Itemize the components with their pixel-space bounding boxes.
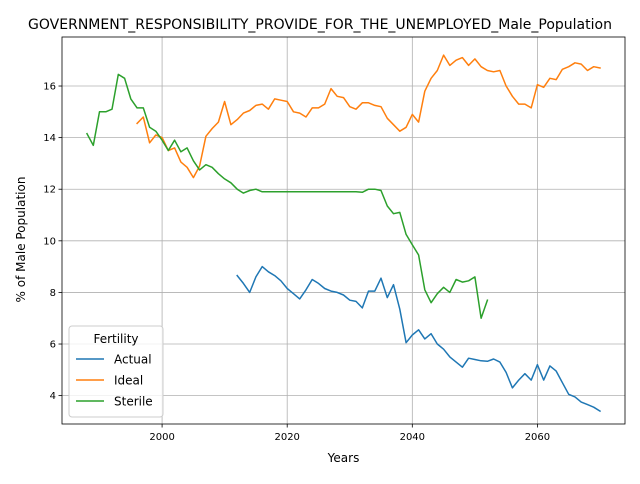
y-tick-label: 12 xyxy=(43,185,56,196)
x-tick-label: 2000 xyxy=(149,432,174,443)
x-tick-label: 2020 xyxy=(274,432,299,443)
legend-label-actual: Actual xyxy=(114,353,152,367)
y-tick-label: 10 xyxy=(43,236,56,247)
y-tick-label: 8 xyxy=(50,288,56,299)
x-tick-label: 2040 xyxy=(400,432,425,443)
legend-label-ideal: Ideal xyxy=(114,374,143,388)
legend-label-sterile: Sterile xyxy=(114,395,153,409)
series-line-sterile xyxy=(85,73,489,319)
series-line-ideal xyxy=(136,54,601,179)
plot-frame xyxy=(61,36,626,425)
y-tick-label: 16 xyxy=(43,82,56,93)
legend-box xyxy=(68,325,164,418)
grid xyxy=(62,37,625,424)
legend: Fertility Actual Ideal Sterile xyxy=(68,325,164,418)
y-tick-label: 4 xyxy=(50,391,56,402)
x-axis-label: Years xyxy=(327,451,360,465)
y-tick-label: 6 xyxy=(50,340,56,351)
chart-title: GOVERNMENT_RESPONSIBILITY_PROVIDE_FOR_TH… xyxy=(28,17,612,33)
series-line-actual xyxy=(236,265,602,413)
x-tick-label: 2060 xyxy=(525,432,550,443)
legend-title: Fertility xyxy=(93,332,138,346)
series-lines xyxy=(85,54,602,413)
y-axis-label: % of Male Population xyxy=(14,177,28,303)
axes: 2000 2020 2040 2060 4 6 8 10 12 14 16 xyxy=(43,36,626,443)
y-tick-label: 14 xyxy=(43,133,56,144)
